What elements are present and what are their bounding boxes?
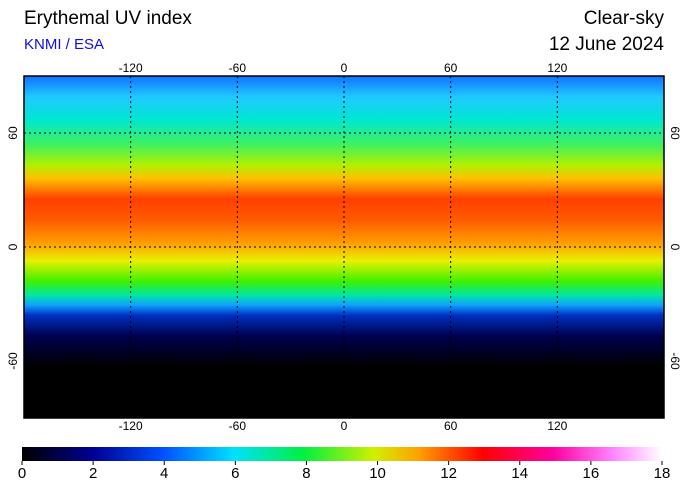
- date: 12 June 2024: [549, 34, 665, 55]
- colorbar: [22, 447, 662, 461]
- lat-tick-label: -60: [6, 352, 20, 370]
- source: KNMI / ESA: [24, 36, 104, 53]
- lon-tick-label: -60: [229, 419, 247, 433]
- lat-tick-label: 60: [668, 126, 682, 140]
- lon-tick-label: -60: [229, 61, 247, 75]
- lat-tick-label: -60: [668, 352, 682, 370]
- lon-tick-label: -120: [119, 61, 143, 75]
- colorbar-tick-label: 10: [369, 465, 386, 482]
- colorbar-tick-label: 12: [440, 465, 457, 482]
- colorbar-tick-label: 4: [160, 465, 168, 482]
- lon-tick-label: 60: [444, 419, 458, 433]
- lon-tick-label: 0: [341, 61, 348, 75]
- lat-tick-label: 0: [6, 243, 20, 250]
- colorbar-tick-label: 0: [18, 465, 26, 482]
- colorbar-tick-label: 8: [302, 465, 310, 482]
- colorbar-tick-label: 14: [511, 465, 528, 482]
- lat-tick-label: 60: [6, 126, 20, 140]
- lat-tick-label: 0: [668, 244, 682, 251]
- lon-tick-label: 0: [341, 419, 348, 433]
- colorbar-tick-label: 6: [231, 465, 239, 482]
- lon-tick-label: 120: [547, 419, 567, 433]
- colorbar-tick-label: 18: [654, 465, 671, 482]
- sky-label: Clear-sky: [584, 8, 665, 29]
- lon-tick-label: 120: [547, 61, 567, 75]
- title: Erythemal UV index: [24, 8, 192, 29]
- lon-tick-label: 60: [444, 61, 458, 75]
- colorbar-tick-label: 2: [89, 465, 97, 482]
- lon-tick-label: -120: [119, 419, 143, 433]
- colorbar-tick-label: 16: [583, 465, 600, 482]
